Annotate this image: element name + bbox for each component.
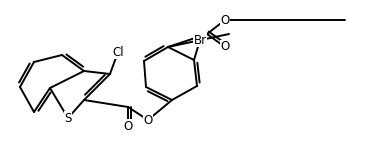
Text: O: O [220, 14, 230, 27]
Text: O: O [143, 114, 153, 127]
Text: S: S [64, 112, 72, 124]
Text: O: O [220, 41, 230, 54]
Text: Cl: Cl [112, 46, 124, 58]
Text: O: O [123, 119, 133, 132]
Text: Br: Br [193, 34, 207, 46]
